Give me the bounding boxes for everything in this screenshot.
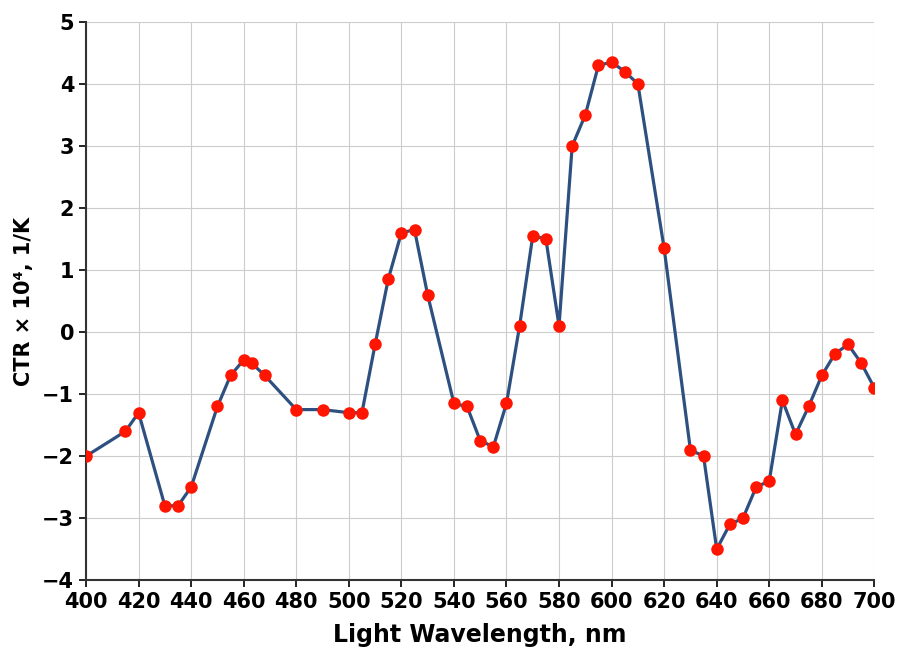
Point: [210, 401, 225, 412]
Point: [355, 407, 369, 418]
Point: [710, 544, 724, 555]
Point: [604, 57, 619, 67]
Point: [237, 355, 251, 366]
Point: [539, 234, 553, 245]
Point: [486, 442, 501, 452]
Point: [184, 482, 198, 492]
Point: [171, 500, 186, 511]
Point: [368, 339, 382, 350]
Point: [814, 370, 829, 381]
Point: [79, 451, 94, 461]
Point: [394, 227, 409, 238]
Point: [525, 231, 540, 241]
Point: [289, 405, 304, 415]
Point: [828, 348, 843, 359]
Point: [762, 476, 776, 486]
Point: [258, 370, 272, 381]
Point: [867, 383, 882, 393]
Point: [578, 110, 592, 120]
X-axis label: Light Wavelength, nm: Light Wavelength, nm: [333, 623, 627, 647]
Point: [631, 79, 645, 89]
Point: [854, 358, 868, 368]
Point: [551, 321, 566, 331]
Point: [473, 436, 488, 446]
Point: [565, 141, 580, 151]
Point: [500, 398, 514, 408]
Point: [381, 274, 396, 285]
Point: [447, 398, 461, 408]
Point: [420, 290, 435, 300]
Point: [841, 339, 855, 350]
Point: [118, 426, 133, 437]
Point: [735, 513, 750, 524]
Point: [460, 401, 474, 412]
Point: [407, 225, 421, 235]
Point: [341, 407, 356, 418]
Point: [592, 60, 606, 71]
Point: [157, 500, 172, 511]
Point: [657, 243, 672, 254]
Point: [244, 358, 258, 368]
Point: [315, 405, 329, 415]
Point: [683, 445, 698, 455]
Point: [131, 407, 146, 418]
Point: [802, 401, 816, 412]
Point: [512, 321, 527, 331]
Point: [775, 395, 790, 406]
Y-axis label: CTR × 10⁴, 1/K: CTR × 10⁴, 1/K: [14, 217, 34, 385]
Point: [723, 519, 737, 529]
Point: [618, 66, 632, 77]
Point: [696, 451, 711, 461]
Point: [749, 482, 763, 492]
Point: [223, 370, 238, 381]
Point: [788, 429, 803, 440]
